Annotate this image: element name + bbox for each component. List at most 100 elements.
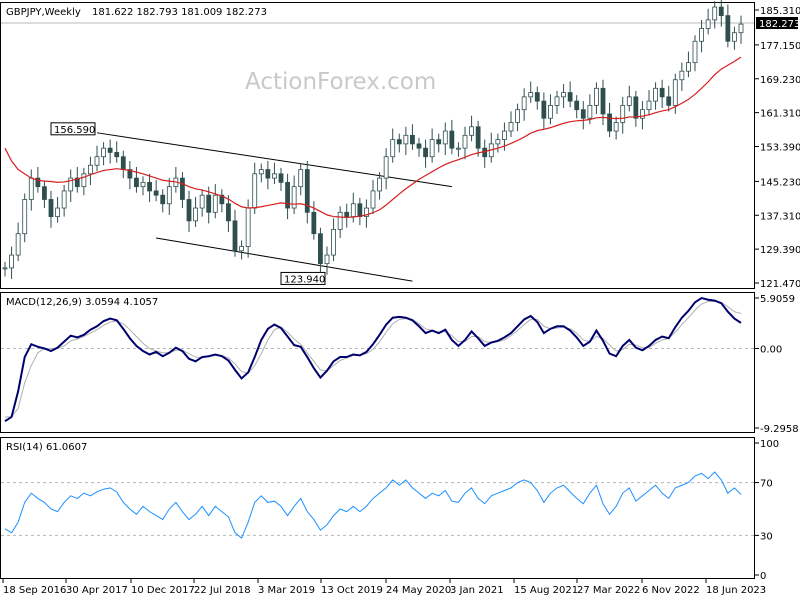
price-candle-body [416, 143, 422, 149]
price-ytick-label: 121.470 [760, 279, 800, 290]
price-candle-body [186, 199, 192, 222]
rsi-panel-frame [0, 437, 755, 579]
macd-ytick-label: -9.2958 [760, 424, 799, 435]
price-candle-body [456, 147, 461, 150]
price-candle-body [107, 147, 113, 153]
x-tick-label: 3 Jan 2021 [450, 585, 504, 596]
price-candle-body [219, 194, 225, 205]
price-candle-body [153, 190, 159, 196]
price-candle-body [679, 70, 685, 81]
macd-signal-line [5, 300, 742, 418]
price-candle-body [541, 100, 547, 119]
macd-panel-frame [0, 292, 755, 433]
price-panel: ActionForex.com 185.310 177.150 169.230 161… [0, 0, 800, 290]
price-panel-ohlc: 181.622 182.793 181.009 182.273 [92, 7, 267, 18]
x-tick-label: 22 Jul 2018 [194, 585, 251, 596]
price-candle-body [134, 177, 139, 188]
price-candle-body [600, 87, 606, 115]
price-candle-body [475, 126, 481, 149]
price-candle-body [449, 130, 455, 149]
price-candle-body [344, 211, 350, 217]
price-candle-body [738, 23, 744, 34]
price-candle-body [42, 186, 47, 200]
time-axis: 18 Sep 2016 30 Apr 2017 10 Dec 2017 22 Jul … [2, 579, 766, 596]
price-candle-body [521, 96, 527, 111]
price-candle-body [502, 130, 507, 141]
price-candle-body [324, 254, 330, 265]
price-candle-body [725, 15, 731, 42]
price-candle-body [515, 109, 520, 123]
price-candle-body [114, 152, 120, 158]
price-candle-body [232, 220, 238, 252]
price-candle-body [304, 169, 310, 213]
price-candle-body [403, 134, 409, 145]
price-ytick-label: 185.310 [760, 6, 800, 17]
price-candle-body [699, 28, 704, 42]
x-tick-label: 24 May 2020 [386, 585, 451, 596]
price-candle-body [48, 199, 54, 217]
price-candle-body [377, 177, 382, 192]
price-candle-body [318, 233, 323, 265]
price-candle-body [567, 92, 573, 102]
rsi-panel-title: RSI(14) 61.0607 [6, 442, 87, 453]
price-candle-body [364, 207, 369, 217]
price-candle-body [140, 181, 146, 188]
price-candle-body [350, 203, 356, 217]
price-candle-body [528, 92, 534, 98]
price-candle-body [442, 130, 448, 145]
rsi-line [4, 471, 742, 539]
x-tick-label: 30 Apr 2017 [66, 585, 128, 596]
price-candle-body [55, 207, 60, 217]
macd-ytick-label: 0.00 [760, 345, 782, 356]
rsi-panel: 100 70 30 0 RSI(14) 61.0607 [0, 437, 779, 582]
price-candle-body [574, 100, 580, 111]
price-candle-body [607, 113, 612, 132]
price-ytick-label: 129.390 [760, 245, 800, 256]
price-candle-body [390, 139, 396, 158]
price-candle-body [640, 109, 645, 119]
x-tick-label: 13 Oct 2019 [321, 585, 383, 596]
rsi-ytick-label: 0 [760, 571, 766, 582]
price-candle-body [291, 186, 297, 209]
price-candle-body [252, 173, 258, 209]
price-candle-body [94, 156, 100, 166]
price-candle-body [534, 92, 540, 102]
price-candles [2, 0, 744, 280]
macd-panel-title: MACD(12,26,9) 3.0594 4.1057 [6, 297, 158, 308]
price-candle-body [712, 6, 718, 21]
price-candle-body [508, 122, 514, 132]
moving-average-line [4, 56, 742, 219]
price-candle-body [666, 96, 672, 106]
price-candle-body [35, 177, 41, 188]
price-candle-body [613, 122, 619, 132]
extreme-label-text: 156.590 [54, 125, 95, 136]
price-candle-body [212, 194, 218, 213]
price-ytick-label: 145.230 [760, 177, 800, 188]
price-candle-body [68, 177, 74, 192]
price-candle-body [61, 190, 67, 209]
x-tick-label: 18 Jun 2023 [706, 585, 766, 596]
price-candle-body [101, 147, 106, 158]
macd-y-axis: 5.9059 0.00 -9.2958 [755, 294, 799, 435]
current-price-label-bg [756, 16, 798, 29]
price-candle-body [258, 169, 264, 175]
price-candle-body [646, 100, 652, 111]
price-candle-body [383, 156, 389, 179]
price-candle-body [672, 79, 678, 106]
price-candle-body [620, 105, 626, 123]
price-candle-body [2, 267, 8, 270]
price-ytick-label: 169.230 [760, 75, 800, 86]
extreme-label-box [50, 122, 96, 136]
x-tick-label: 3 Mar 2019 [258, 585, 315, 596]
price-candle-body [81, 173, 87, 188]
price-candle-body [436, 139, 442, 145]
price-panel-frame [0, 2, 755, 289]
price-candle-body [15, 233, 21, 256]
price-candle-body [587, 105, 593, 119]
price-candle-body [120, 156, 126, 170]
price-candle-body [554, 96, 560, 106]
price-candle-body [410, 134, 415, 145]
x-tick-label: 10 Dec 2017 [131, 585, 195, 596]
rsi-ytick-label: 100 [760, 439, 779, 450]
